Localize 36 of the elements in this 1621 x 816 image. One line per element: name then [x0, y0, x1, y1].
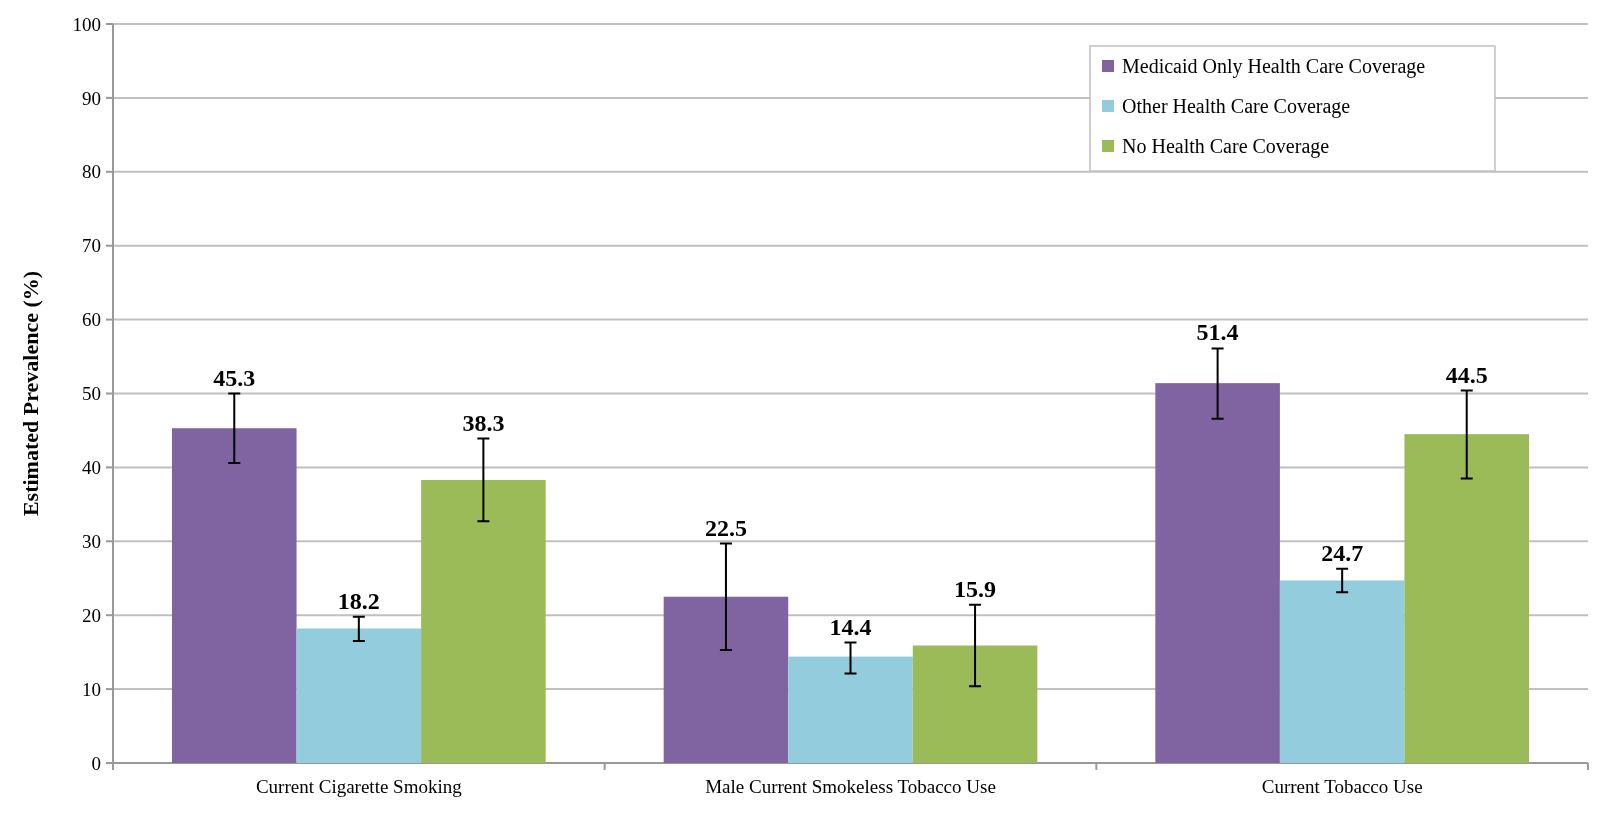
y-tick-label: 60	[82, 309, 101, 331]
data-label: 18.2	[337, 587, 380, 614]
bar	[663, 596, 789, 763]
y-tick-label: 40	[82, 457, 101, 479]
x-tick-label: Male Current Smokeless Tobacco Use	[705, 776, 996, 797]
y-tick-label: 0	[91, 752, 101, 774]
data-label: 45.3	[213, 364, 256, 391]
x-tick-label: Current Tobacco Use	[1261, 776, 1423, 797]
data-label: 38.3	[462, 409, 505, 436]
y-tick-label: 20	[82, 604, 101, 626]
y-tick-label: 70	[82, 235, 101, 257]
bar	[1404, 434, 1529, 763]
y-tick-label: 100	[72, 13, 101, 35]
y-tick-label: 80	[82, 161, 101, 183]
y-tick-label: 50	[82, 383, 101, 405]
x-tick-label: Current Cigarette Smoking	[255, 776, 463, 797]
y-tick-label: 90	[82, 87, 101, 109]
bar	[296, 628, 422, 763]
bar	[912, 645, 1038, 763]
bar	[172, 428, 297, 763]
y-axis-title: Estimated Prevalence (%)	[18, 270, 43, 517]
y-tick-label: 30	[82, 530, 101, 552]
data-label: 51.4	[1196, 319, 1239, 346]
data-label: 15.9	[954, 575, 997, 602]
data-label: 22.5	[704, 514, 747, 541]
data-label: 24.7	[1321, 539, 1364, 566]
bar	[421, 479, 546, 763]
y-tick-label: 10	[82, 678, 101, 700]
bar	[1279, 580, 1405, 763]
legend-label: Other Health Care Coverage	[1122, 95, 1351, 118]
data-label: 14.4	[829, 613, 872, 640]
data-label: 44.5	[1445, 361, 1488, 388]
legend-label: Medicaid Only Health Care Coverage	[1122, 55, 1426, 78]
legend-label: No Health Care Coverage	[1122, 135, 1330, 158]
bar	[1155, 383, 1280, 763]
bar	[788, 656, 913, 763]
